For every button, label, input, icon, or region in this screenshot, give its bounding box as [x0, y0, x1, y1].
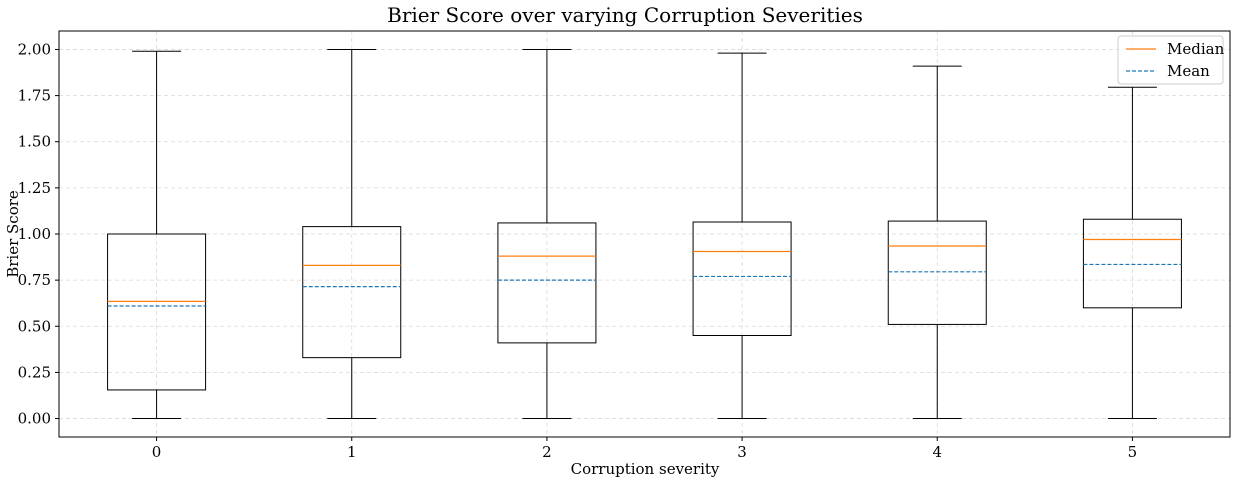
legend-mean-label: Mean [1167, 62, 1210, 80]
x-tick-label: 0 [152, 443, 162, 461]
box-plot-1 [302, 48, 402, 420]
y-axis-label: Brier Score [4, 190, 22, 278]
grid [59, 31, 1230, 437]
legend-median-label: Median [1167, 40, 1225, 58]
y-tick-label: 1.50 [18, 133, 51, 151]
legend: Median Mean [1117, 35, 1225, 85]
box-plot-4 [887, 65, 987, 420]
x-axis-label: Corruption severity [571, 460, 720, 478]
box-iqr [302, 226, 402, 359]
box-iqr [1082, 218, 1182, 309]
box-plot-0 [107, 50, 207, 420]
box-iqr [887, 220, 987, 325]
box-plot-2 [497, 48, 597, 420]
y-tick-label: 0.50 [18, 317, 51, 335]
y-tick-label: 1.25 [18, 179, 51, 197]
box-plots [107, 48, 1182, 420]
box-iqr [497, 222, 597, 344]
x-tick-label: 2 [542, 443, 552, 461]
y-tick-label: 1.75 [18, 87, 51, 105]
box-plot-3 [692, 52, 792, 420]
legend-box [1117, 35, 1224, 85]
box-plot-5 [1082, 86, 1182, 420]
y-tick-label: 2.00 [18, 40, 51, 58]
box-iqr [107, 233, 207, 391]
chart-title: Brier Score over varying Corruption Seve… [387, 3, 863, 27]
y-tick-label: 0.00 [18, 410, 51, 428]
x-tick-label: 4 [932, 443, 942, 461]
x-tick-label: 5 [1128, 443, 1138, 461]
box-iqr [692, 221, 792, 336]
y-tick-label: 0.25 [18, 363, 51, 381]
x-tick-label: 1 [347, 443, 357, 461]
x-tick-label: 3 [737, 443, 747, 461]
axis-ticks: 0.00 0.25 0.50 0.75 1.00 1.25 1.50 1.75 2.00 0 1 2 3… [18, 40, 1138, 461]
y-tick-label: 0.75 [18, 271, 51, 289]
y-tick-label: 1.00 [18, 225, 51, 243]
